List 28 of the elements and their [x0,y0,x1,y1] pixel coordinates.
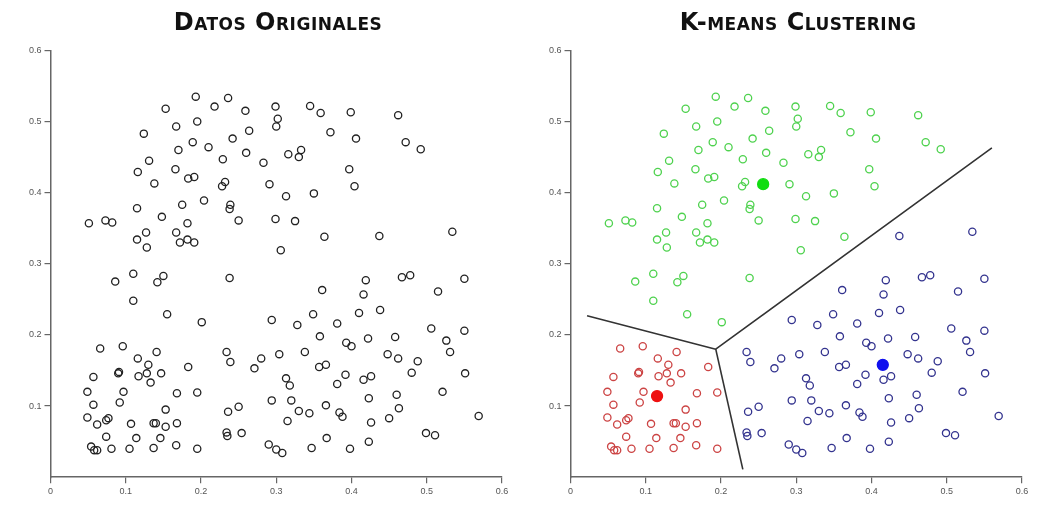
chart-title: Datos Originales [172,8,384,38]
x-tick-label: 0.2 [714,486,728,497]
x-tick-label: 0.2 [194,486,208,497]
x-tick-label: 0.5 [420,486,434,497]
y-tick-label: 0.2 [549,329,562,340]
y-tick-label: 0.1 [549,400,562,411]
y-tick-label: 0.5 [29,116,42,127]
x-tick-label: 0.6 [495,486,509,497]
x-tick-label: 0.3 [270,486,283,497]
y-tick-label: 0.6 [29,44,42,55]
y-tick-label: 0.3 [549,258,562,269]
x-tick-label: 0.3 [790,486,803,497]
x-tick-label: 0 [568,486,574,497]
y-tick-label: 0.3 [29,258,42,269]
x-tick-label: 0 [48,486,54,497]
x-tick-label: 0.5 [940,486,954,497]
x-tick-label: 0.4 [865,486,878,497]
y-tick-label: 0.2 [29,329,42,340]
y-tick-label: 0.6 [549,44,562,55]
x-tick-label: 0.4 [345,486,358,497]
y-tick-label: 0.1 [29,400,42,411]
x-tick-label: 0.1 [639,486,653,497]
y-tick-label: 0.4 [549,187,562,198]
x-tick-label: 0.1 [119,486,133,497]
y-tick-label: 0.4 [29,187,42,198]
x-tick-label: 0.6 [1015,486,1029,497]
y-tick-label: 0.5 [549,116,562,127]
chart-title: K-means Clustering [678,8,918,38]
